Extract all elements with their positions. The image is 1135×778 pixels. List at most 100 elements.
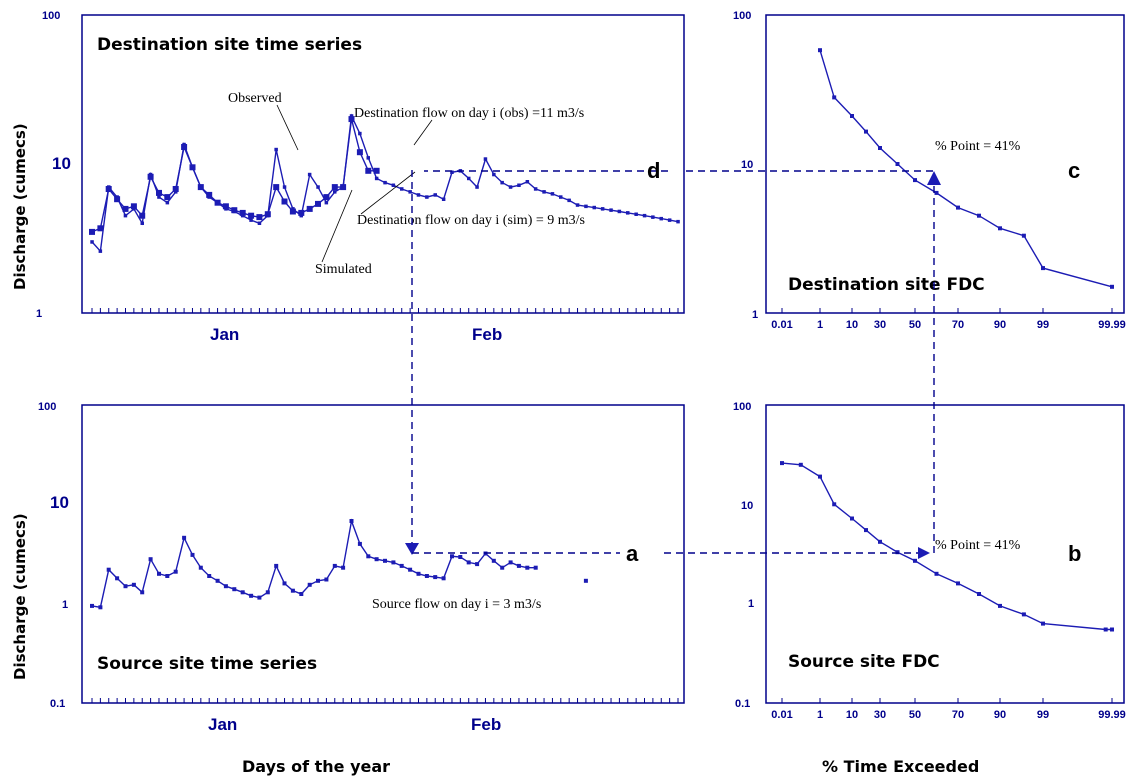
simulated-series-point [222, 203, 229, 210]
simulated-series-point [139, 212, 146, 219]
src-ts-xtick-feb: Feb [471, 715, 501, 734]
src-fdc-xtick-group: 0.01 1 10 30 50 70 90 99 99.99 [771, 698, 1126, 721]
observed-series-point [316, 185, 320, 189]
observed-series-point [467, 176, 471, 181]
src-ts-xtick-jan: Jan [208, 715, 237, 734]
obs-flow-leader [413, 119, 433, 146]
source-series-point [215, 578, 220, 583]
fdc-xtick-label: 90 [994, 709, 1006, 721]
fdc-xtick-label: 99.99 [1098, 709, 1126, 721]
source-series-point [349, 519, 354, 523]
observed-annotation: Observed [228, 91, 282, 106]
observed-series-point [349, 114, 354, 118]
sim-flow-leader [360, 171, 416, 215]
source_fdc-series-point [913, 558, 917, 563]
source_fdc-series-point [850, 516, 854, 521]
dest_fdc-series-point [998, 226, 1002, 231]
source-series-point [198, 565, 203, 570]
src-ts-ytick-1: 1 [62, 599, 68, 611]
dest-fdc-ytick-1: 1 [752, 309, 758, 321]
fdc-xtick-label: 99 [1037, 709, 1049, 721]
source_fdc-series-point [864, 528, 868, 533]
observed-series-point [600, 207, 605, 211]
src-fdc-ytick-100: 100 [733, 401, 751, 413]
source-series-point [525, 565, 530, 570]
simulated-series-point [264, 211, 271, 218]
dest_fdc-series-point [977, 213, 981, 218]
src-ts-series-group [90, 519, 588, 609]
step-letter-b: b [1068, 541, 1081, 566]
source-series-point [257, 595, 262, 600]
source-series-point [115, 576, 120, 581]
fdc-xtick-label: 10 [846, 709, 858, 721]
simulated-leader [321, 189, 353, 263]
src-ts-title: Source site time series [97, 654, 317, 674]
source-series-point [90, 603, 94, 608]
destination-fdc-panel: 100 10 1 0.01 1 10 30 50 70 90 99 99.99 Destinat… [733, 10, 1126, 331]
source_fdc-series-point [832, 502, 837, 507]
simulated-series-point [331, 184, 338, 191]
source-series-point [148, 557, 153, 562]
dest_fdc-series-point [1041, 266, 1045, 271]
destination-time-series-panel: Destination site time series 100 10 1 Ja… [36, 10, 685, 344]
source-series-point [316, 578, 320, 583]
dest_fdc-series-point [850, 114, 854, 118]
obs-flow-annotation: Destination flow on day i (obs) =11 m3/s [354, 106, 584, 121]
source-series-point [123, 584, 128, 589]
source-series-point [466, 560, 471, 565]
simulated-series-point [373, 167, 380, 174]
src-fdc-frame [765, 404, 1125, 704]
source_fdc-series-point [798, 462, 803, 467]
source-series-point [324, 577, 329, 582]
dest-ts-title: Destination site time series [97, 35, 362, 55]
source_fdc-series-point [998, 603, 1002, 608]
src-fdc-title: Source site FDC [788, 652, 940, 672]
dest_fdc-series-point [864, 129, 868, 134]
dest_fdc-series-point [832, 95, 837, 100]
observed-series-point [642, 213, 647, 218]
dest_fdc-series-point [1110, 284, 1114, 289]
source_fdc-series-point [1041, 621, 1045, 626]
source-series-point [140, 590, 145, 595]
observed-series-point [358, 131, 362, 136]
source-series-point [583, 578, 588, 583]
observed-series-point [391, 183, 396, 187]
simulated-series-point [130, 203, 137, 210]
observed-series-point [533, 187, 538, 191]
observed-series-point [676, 219, 680, 224]
source-series-point [299, 592, 304, 596]
observed-series-point [592, 205, 596, 210]
source-series-point [182, 535, 187, 540]
simulated-annotation: Simulated [315, 262, 372, 277]
dest_fdc-series-point [956, 205, 960, 210]
source-series-point [307, 582, 312, 587]
simulated-series-point [147, 173, 154, 180]
fdc-xtick-label: 90 [994, 319, 1006, 331]
simulated-series-point [122, 205, 129, 212]
source-series-point [131, 582, 136, 587]
source-series-point [223, 584, 228, 589]
observed-series-point [416, 193, 421, 197]
fdc-xtick-label: 10 [846, 319, 858, 331]
src-fdc-point-annotation: % Point = 41% [935, 538, 1021, 553]
simulated-series-point [89, 228, 95, 235]
simulated-series-point [315, 200, 321, 207]
source-series-point [232, 587, 237, 592]
source-series-point [207, 574, 212, 578]
src-ts-ytick-01: 0.1 [50, 698, 65, 710]
dest-fdc-frame [765, 14, 1125, 314]
source-series-point [374, 557, 379, 562]
source-series-point [416, 571, 421, 576]
observed-series-point [508, 185, 513, 189]
observed-series-point [274, 147, 278, 152]
fdc-xtick-label: 50 [909, 709, 921, 721]
source-series-point [533, 565, 538, 570]
source-series-point [240, 590, 245, 595]
observed-series-point [550, 192, 555, 196]
fdc-xtick-label: 1 [817, 709, 823, 721]
observed-series-point [634, 212, 638, 216]
source_fdc-series-point [934, 571, 939, 576]
ylabel-top: Discharge (cumecs) [11, 123, 29, 290]
dest-fdc-series-group [818, 48, 1114, 289]
